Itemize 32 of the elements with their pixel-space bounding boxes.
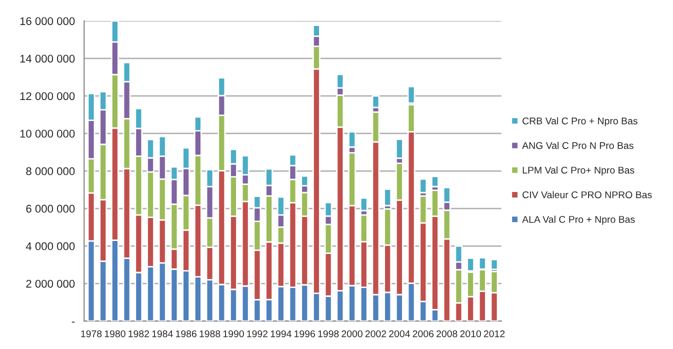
legend-label: CIV Valeur C PRO NPRO Bas [522,191,652,198]
x-tick-label: 1992 [247,330,268,338]
x-tick-label: 1986 [176,330,196,338]
legend-label: LPM Val C Pro+ Npro Bas [522,166,634,176]
x-tick-label: 1978 [81,330,102,338]
y-tick-label: 16 000 000 [20,17,75,26]
x-tick-label: 1982 [128,330,149,338]
x-tick-label: 1980 [104,330,126,338]
x-tick-label: 2000 [342,330,362,338]
y-tick-label: - [72,322,75,323]
x-tick-label: 1996 [294,330,315,338]
x-tick-label: 1988 [200,330,220,338]
y-tick-label: 8 000 000 [26,167,75,176]
legend-label: ALA Val C Pro + Npro Bas [522,216,635,225]
x-tick-label: 2010 [460,330,481,338]
x-tick-label: 2012 [484,330,505,338]
x-tick-label: 1994 [270,330,292,338]
y-tick-label: 6 000 000 [26,204,75,213]
x-tick-label: 1998 [318,330,339,338]
y-tick-label: 4 000 000 [26,242,75,250]
legend-label: ANG Val C Pro N Pro Bas [522,142,634,149]
x-tick-label: 2006 [412,330,434,338]
x-tick-label: 2008 [436,330,458,338]
y-tick-label: 14 000 000 [20,54,75,63]
x-tick-label: 1990 [223,330,244,338]
x-tick-label: 1984 [152,330,173,338]
legend-label: CRB Val C Pro + Npro Bas [522,117,638,126]
y-tick-label: 10 000 000 [20,130,75,138]
x-tick-label: 2002 [365,330,386,338]
y-tick-label: 12 000 000 [20,92,75,100]
y-tick-label: 2 000 000 [26,280,75,288]
x-tick-label: 2004 [389,330,410,338]
